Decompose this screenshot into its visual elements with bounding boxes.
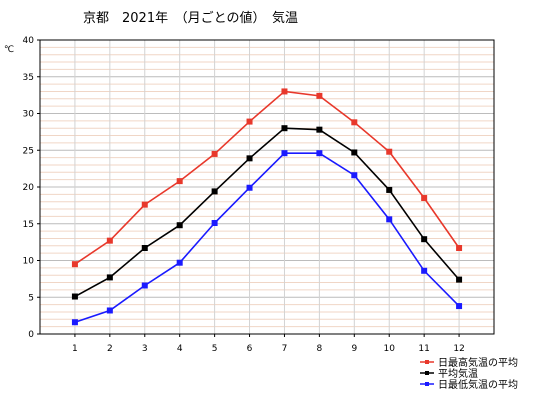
data-point [211, 150, 218, 157]
x-tick-label: 8 [317, 344, 323, 354]
series-group [71, 88, 463, 326]
data-point [386, 216, 393, 223]
data-point [351, 119, 358, 126]
y-tick-label: 25 [23, 146, 34, 156]
data-point [281, 125, 288, 132]
legend-label: 平均気温 [438, 367, 478, 380]
data-point [176, 259, 183, 266]
x-tick-label: 3 [142, 344, 148, 354]
data-point [71, 319, 78, 326]
data-point [106, 237, 113, 244]
data-point [246, 155, 253, 162]
data-point [421, 195, 428, 202]
series-2 [71, 125, 463, 300]
x-tick-label: 9 [351, 344, 357, 354]
major-gridlines [40, 76, 494, 298]
data-point [211, 188, 218, 195]
y-tick-label: 10 [23, 257, 35, 267]
y-tick-label: 35 [23, 73, 34, 83]
x-tick-label: 10 [384, 344, 396, 354]
x-tick-label: 7 [282, 344, 288, 354]
data-point [456, 303, 463, 310]
data-point [386, 148, 393, 155]
x-tick-label: 2 [107, 344, 113, 354]
y-axis-ticks: 0 5 10 15 20 25 30 35 40 [23, 36, 40, 340]
data-point [316, 92, 323, 99]
legend-label: 日最低気温の平均 [438, 378, 518, 391]
data-point [106, 307, 113, 314]
y-tick-label: 0 [28, 330, 34, 340]
series-line [74, 152, 460, 323]
data-point [351, 149, 358, 156]
data-point [421, 236, 428, 243]
series-line [74, 127, 460, 298]
data-point [176, 222, 183, 229]
data-point [141, 201, 148, 208]
data-point [211, 220, 218, 227]
legend-item: 日最低気温の平均 [420, 378, 518, 391]
data-point [281, 88, 288, 95]
legend-item: 日最高気温の平均 [420, 356, 518, 369]
data-point [316, 150, 323, 157]
x-tick-label: 11 [418, 344, 429, 354]
data-point [386, 186, 393, 193]
x-tick-label: 5 [212, 344, 218, 354]
y-tick-label: 5 [28, 293, 34, 303]
y-axis-unit-label: ℃ [4, 45, 14, 55]
x-tick-label: 4 [177, 344, 183, 354]
data-point [456, 245, 463, 252]
data-point [141, 282, 148, 289]
x-tick-label: 1 [72, 344, 78, 354]
data-point [246, 118, 253, 125]
x-tick-label: 6 [247, 344, 253, 354]
data-point [351, 172, 358, 179]
legend-label: 日最高気温の平均 [438, 356, 518, 369]
y-tick-label: 20 [23, 183, 35, 193]
series-1 [71, 88, 463, 268]
data-point [71, 261, 78, 268]
data-point [141, 245, 148, 252]
data-point [246, 184, 253, 191]
minor-gridlines [40, 46, 494, 328]
series-3 [71, 150, 463, 326]
data-point [456, 276, 463, 283]
legend-item: 平均気温 [420, 367, 478, 380]
y-tick-label: 30 [23, 110, 35, 120]
data-point [71, 293, 78, 300]
data-point [176, 178, 183, 185]
data-point [106, 274, 113, 281]
data-point [316, 126, 323, 133]
x-axis-ticks: 1 2 3 4 5 6 7 8 9 10 11 12 [72, 334, 465, 354]
legend-swatch-marker [425, 360, 429, 364]
x-tick-label: 12 [453, 344, 464, 354]
series-line [74, 90, 460, 265]
y-tick-label: 40 [23, 36, 35, 46]
data-point [281, 150, 288, 157]
chart-title: 京都 2021年 （月ごとの値） 気温 [83, 10, 298, 26]
legend-swatch-marker [425, 382, 429, 386]
data-point [421, 267, 428, 274]
legend-swatch-marker [425, 371, 429, 375]
y-tick-label: 15 [23, 220, 34, 230]
